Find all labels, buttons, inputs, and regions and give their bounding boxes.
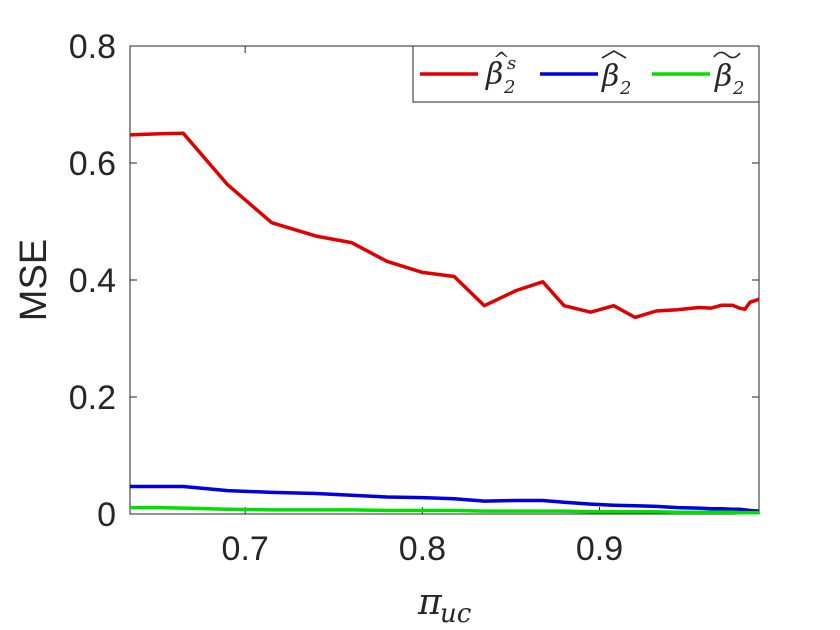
y-tick-label: 0: [97, 496, 116, 534]
x-axis-label-subscript: uc: [440, 599, 472, 629]
x-axis-label: π uc: [417, 582, 472, 629]
widehat-accent: [601, 50, 627, 59]
y-tick-label: 0.4: [69, 262, 116, 300]
svg-text:s: s: [507, 53, 516, 74]
svg-text:2: 2: [503, 77, 515, 98]
series-line-beta-hat-s: [129, 131, 760, 320]
series-line-beta-widehat: [130, 484, 760, 513]
x-tick-label: 0.9: [576, 530, 623, 568]
svg-text:2: 2: [732, 78, 744, 99]
y-axis-label: MSE: [13, 239, 55, 321]
y-tick-label: 0.8: [69, 28, 116, 66]
y-axis: 0 0.2 0.4 0.6 0.8: [69, 28, 759, 534]
legend-entry-beta-widehat: β 2: [601, 50, 631, 99]
series-line-beta-widetilde: [130, 505, 759, 515]
svg-text:β: β: [485, 57, 503, 92]
svg-text:^: ^: [493, 47, 510, 71]
legend: β ^ 2 s β 2 β 2: [412, 45, 760, 103]
plot-area: [129, 45, 760, 515]
x-axis-label-symbol: π: [417, 582, 443, 623]
x-axis: 0.7 0.8 0.9: [222, 46, 623, 568]
series-lines: [129, 131, 760, 515]
legend-entry-beta-widetilde: β 2: [713, 51, 744, 99]
x-tick-label: 0.8: [399, 530, 446, 568]
svg-text:β: β: [714, 59, 732, 94]
y-tick-label: 0.6: [69, 145, 116, 183]
legend-entry-beta-hat-s: β ^ 2 s: [485, 47, 516, 98]
widetilde-accent: [713, 51, 741, 59]
svg-text:2: 2: [619, 78, 631, 99]
x-tick-label: 0.7: [222, 530, 269, 568]
svg-text:β: β: [601, 59, 619, 94]
y-tick-label: 0.2: [69, 379, 116, 417]
